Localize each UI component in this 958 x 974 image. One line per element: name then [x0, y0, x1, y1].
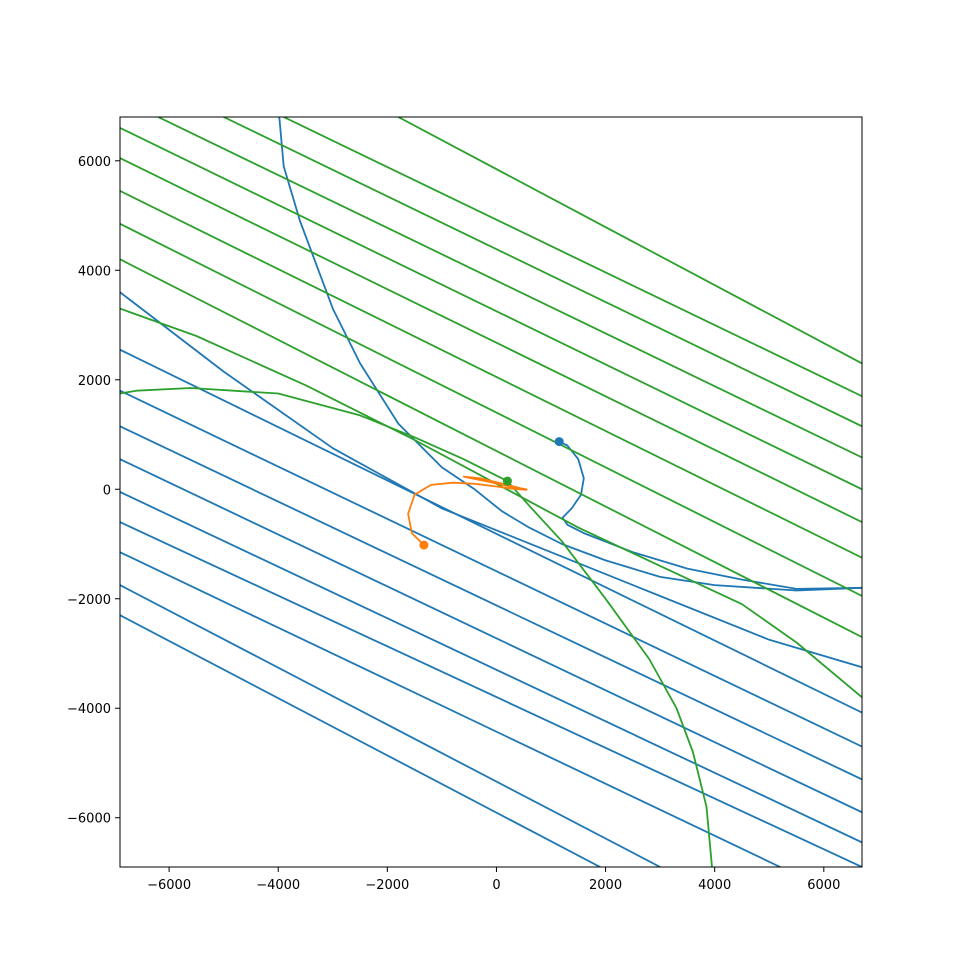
plot-area [120, 117, 862, 867]
blue-line-10 [120, 584, 661, 867]
green-line-20 [222, 117, 862, 428]
y-tick-label: −4000 [67, 702, 111, 717]
green-curve-13 [120, 307, 862, 699]
blue-line-3 [120, 348, 862, 714]
green-line-17 [120, 157, 862, 523]
blue-line-6 [120, 458, 862, 814]
marker-layer [419, 437, 564, 550]
x-tick-label: −4000 [256, 878, 300, 893]
x-tick-label: 6000 [807, 878, 840, 893]
blue-curve-1 [558, 440, 862, 590]
y-tick-label: −6000 [67, 812, 111, 827]
x-tick-label: 4000 [698, 878, 731, 893]
green-curve-12 [120, 387, 713, 867]
blue-line-11 [120, 614, 601, 867]
green-line-19 [157, 117, 862, 459]
y-tick-label: 4000 [78, 264, 111, 279]
x-tick-label: −2000 [365, 878, 409, 893]
blue-line-2 [120, 291, 862, 669]
blue-line-4 [120, 389, 862, 748]
green-line-16 [120, 189, 862, 559]
green-line-21 [282, 117, 862, 398]
green-line-22 [397, 117, 862, 365]
x-tick-label: 0 [492, 878, 500, 893]
x-tick-label: 2000 [589, 878, 622, 893]
blue-line-5 [120, 425, 862, 781]
green-line-15 [120, 222, 862, 597]
x-axis: −6000 −4000 −2000 0 2000 4000 6000 [147, 867, 840, 893]
y-axis: −6000 −4000 −2000 0 2000 4000 6000 [67, 155, 120, 827]
blue-line-7 [120, 491, 862, 844]
green-line-14 [120, 258, 862, 638]
orange-marker [419, 540, 429, 550]
blue-curve-0 [278, 117, 862, 592]
x-tick-label: −6000 [147, 878, 191, 893]
blue-marker [554, 437, 564, 447]
y-tick-label: 2000 [78, 374, 111, 389]
y-tick-label: 0 [103, 483, 111, 498]
green-line-18 [120, 127, 862, 491]
y-tick-label: −2000 [67, 593, 111, 608]
blue-line-9 [120, 551, 782, 867]
blue-line-8 [120, 521, 862, 867]
green-marker [502, 476, 512, 486]
y-tick-label: 6000 [78, 155, 111, 170]
orange-curve-23 [407, 475, 528, 546]
axes-frame [119, 116, 863, 868]
